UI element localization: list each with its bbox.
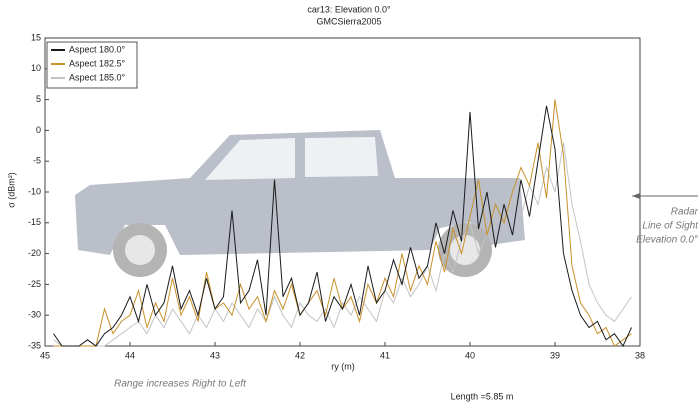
y-tick-label: -20 <box>28 248 41 258</box>
truck-photo <box>75 130 525 277</box>
y-tick-label: -35 <box>28 340 41 350</box>
radar-arrowhead <box>632 193 640 199</box>
y-tick-label: 10 <box>31 63 41 73</box>
x-tick-label: 40 <box>465 350 475 360</box>
x-tick-label: 42 <box>295 350 305 360</box>
y-axis-label: σ (dBm²) <box>6 172 16 208</box>
series-line <box>53 142 632 347</box>
y-tick-label: 5 <box>36 94 41 104</box>
x-tick-label: 41 <box>380 350 390 360</box>
y-tick-label: -5 <box>33 156 41 166</box>
y-tick-label: -15 <box>28 217 41 227</box>
x-tick-label: 39 <box>550 350 560 360</box>
annotation: Length =5.85 m <box>451 391 514 401</box>
chart-subtitle: GMCSierra2005 <box>316 16 381 26</box>
annotation: Line of Sight <box>642 221 698 232</box>
x-axis-label: ry (m) <box>331 361 355 371</box>
chart-title: car13: Elevation 0.0° <box>307 4 391 14</box>
y-tick-label: 15 <box>31 32 41 42</box>
x-tick-label: 43 <box>210 350 220 360</box>
annotation: Elevation 0.0° <box>636 235 698 246</box>
series-line <box>53 105 632 348</box>
x-tick-label: 45 <box>40 350 50 360</box>
annotation: Range increases Right to Left <box>114 379 247 390</box>
legend-label: Aspect 180.0° <box>69 44 126 54</box>
y-tick-label: -30 <box>28 310 41 320</box>
annotation: Radar <box>671 207 698 218</box>
y-tick-label: 0 <box>36 125 41 135</box>
legend-label: Aspect 185.0° <box>69 72 126 82</box>
x-tick-label: 44 <box>125 350 135 360</box>
x-tick-label: 38 <box>635 350 645 360</box>
legend-label: Aspect 182.5° <box>69 58 126 68</box>
y-tick-label: -25 <box>28 279 41 289</box>
y-tick-label: -10 <box>28 186 41 196</box>
